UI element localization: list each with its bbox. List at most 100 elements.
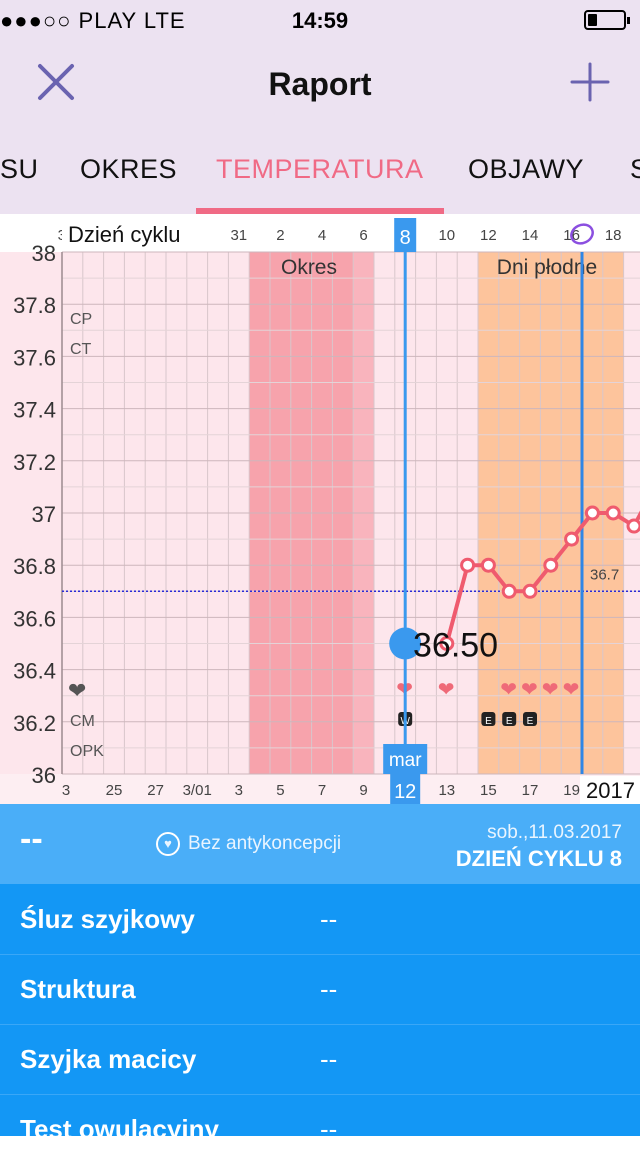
marker-box [523, 712, 537, 726]
status-time: 14:59 [291, 8, 349, 33]
selected-day-top: 8 [400, 227, 411, 249]
detail-row-sluz[interactable]: Śluz szyjkowy -- [0, 884, 640, 955]
bottom-date-label: 9 [359, 782, 367, 799]
ovulation-icon [570, 223, 594, 245]
row-label-bottom: CM [70, 713, 95, 730]
heart-outline-icon: ♥ [156, 832, 180, 856]
bottom-date-strip [0, 774, 640, 804]
battery-icon [584, 10, 630, 30]
tab-next[interactable]: S [630, 154, 640, 184]
marker-letter: E [527, 716, 534, 727]
contraception-label: Bez antykoncepcji [188, 833, 342, 855]
selected-month: mar [389, 750, 422, 771]
selected-day-bottom: 12 [394, 781, 416, 803]
detail-label: Struktura [20, 974, 136, 1004]
y-tick-label: 37 [32, 502, 56, 527]
top-day-label: 12 [480, 227, 497, 244]
temperature-point [605, 505, 621, 521]
details-list: Śluz szyjkowy -- Struktura -- Szyjka mac… [0, 884, 640, 1144]
selected-value-label: 36.50 [413, 627, 498, 665]
detail-row-test[interactable]: Test owulacyjny -- [0, 1094, 640, 1164]
y-tick-label: 36.8 [13, 554, 56, 579]
detail-value: -- [320, 974, 338, 1004]
chart-svg[interactable]: 3837.837.637.437.23736.836.636.436.23630… [0, 214, 640, 804]
contraception-status[interactable]: ♥ Bez antykoncepcji [156, 832, 341, 856]
y-tick-label: 38 [32, 241, 56, 266]
top-day-label: 18 [605, 227, 622, 244]
row-label-top: CP [70, 311, 92, 328]
selected-day-top-bg [394, 218, 417, 252]
row-label-bottom: OPK [70, 743, 104, 760]
y-tick-label: 36 [32, 763, 56, 788]
nav-bar: Raport [0, 40, 640, 130]
bottom-date-label: 5 [276, 782, 284, 799]
detail-label: Test owulacyjny [20, 1114, 219, 1144]
y-tick-label: 36.2 [13, 711, 56, 736]
header-label-bg [62, 220, 202, 248]
bottom-date-label: 19 [563, 782, 580, 799]
tab-temperatura[interactable]: TEMPERATURA [216, 154, 424, 184]
selected-point [389, 627, 422, 660]
tab-objawy[interactable]: OBJAWY [468, 154, 585, 184]
top-day-label: 14 [522, 227, 539, 244]
intercourse-heart-icon: ❤ [563, 677, 580, 701]
marker-letter: E [485, 716, 492, 727]
marker-letter: E [506, 716, 513, 727]
cycle-day-header: Dzień cyklu [68, 222, 180, 247]
year-label: 2017 [586, 778, 635, 803]
temperature-point [522, 583, 538, 599]
temperature-chart[interactable]: 3837.837.637.437.23736.836.636.436.23630… [0, 214, 640, 804]
bottom-date-label: 3 [62, 782, 70, 799]
y-tick-label: 36.6 [13, 606, 56, 631]
summary-cycle-day: DZIEŃ CYKLU 8 [455, 846, 622, 871]
intercourse-heart-icon: ❤ [521, 677, 538, 701]
detail-label: Szyjka macicy [20, 1044, 197, 1074]
marker-box [502, 712, 517, 726]
carrier-signal: ●●●○○ PLAY LTE [0, 8, 186, 33]
close-button[interactable] [34, 60, 78, 104]
fertile-label: Dni płodne [497, 256, 597, 279]
active-tab-indicator [196, 208, 444, 214]
temperature-point [584, 505, 600, 521]
year-label-bg [580, 776, 640, 804]
intercourse-heart-icon: ❤ [500, 677, 517, 701]
period-label: Okres [281, 256, 337, 279]
temperature-point [439, 636, 455, 651]
temperature-point [543, 557, 559, 573]
detail-label: Śluz szyjkowy [20, 904, 195, 934]
day-summary: -- ♥ Bez antykoncepcji sob.,11.03.2017 DZ… [0, 804, 640, 884]
intercourse-heart-icon: ❤ [542, 677, 559, 701]
tab-bar: SU OKRES TEMPERATURA OBJAWY S [0, 130, 640, 214]
bottom-date-label: 17 [522, 782, 539, 799]
coverline-label: 36.7 [590, 566, 619, 583]
y-tick-label: 37.2 [13, 450, 56, 475]
detail-value: -- [320, 904, 338, 934]
temperature-point [564, 531, 580, 547]
temperature-point [460, 557, 476, 573]
bottom-date-label: 27 [147, 782, 164, 799]
top-day-label: 6 [359, 227, 367, 244]
bottom-date-label: 15 [480, 782, 497, 799]
top-day-label: 31 [230, 227, 247, 244]
top-day-label: 10 [438, 227, 455, 244]
tab-okres[interactable]: OKRES [80, 154, 178, 184]
status-bar: ●●●○○ PLAY LTE 14:59 [0, 0, 640, 40]
bottom-date-label: 13 [438, 782, 455, 799]
selected-month-bg [383, 744, 428, 774]
heart-row-icon: ❤ [68, 679, 86, 704]
bottom-date-label: 3/01 [183, 782, 212, 799]
close-icon [38, 64, 74, 100]
summary-temperature: -- [20, 820, 43, 858]
page-title: Raport [268, 66, 372, 102]
add-button[interactable] [568, 60, 612, 104]
bottom-date-label: 3 [235, 782, 243, 799]
bottom-date-label: 25 [106, 782, 123, 799]
selected-day-bottom-bg [390, 774, 421, 804]
temperature-point [501, 583, 517, 599]
temperature-point [626, 518, 640, 534]
y-tick-label: 36.4 [13, 659, 56, 684]
detail-row-szyjka[interactable]: Szyjka macicy -- [0, 1024, 640, 1095]
detail-row-struktura[interactable]: Struktura -- [0, 954, 640, 1025]
tab-su[interactable]: SU [0, 154, 39, 184]
top-day-label: 2 [276, 227, 284, 244]
